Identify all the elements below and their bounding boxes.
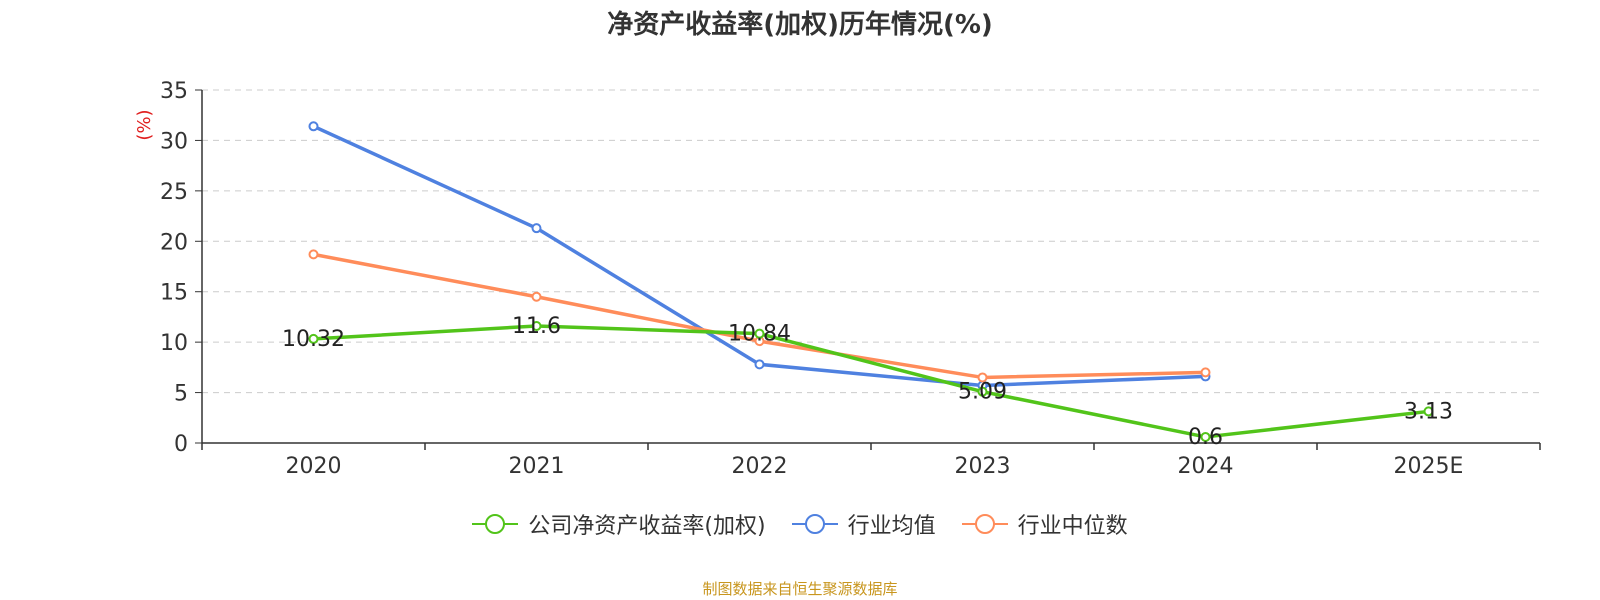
data-point xyxy=(1423,406,1434,417)
data-point xyxy=(531,223,542,234)
data-point xyxy=(308,121,319,132)
legend-label: 行业中位数 xyxy=(1017,514,1128,539)
legend-item-industry-mean[interactable]: 行业均值 xyxy=(791,508,936,540)
data-point xyxy=(1200,431,1211,442)
data-point xyxy=(754,359,765,370)
series-line-2 xyxy=(313,252,1206,380)
data-label: 5.09 xyxy=(958,380,1007,405)
x-tick-label: 2022 xyxy=(732,454,788,479)
y-tick-label: 30 xyxy=(160,129,188,154)
data-point xyxy=(531,291,542,302)
data-point xyxy=(308,333,319,344)
axes: 0 5 10 15 20 25 30 35 2020 2021 2022 2023 2024 2025E (… xyxy=(134,79,1541,479)
data-point xyxy=(977,372,988,383)
chart-title: 净资产收益率(加权)历年情况(%) xyxy=(607,10,993,40)
data-label: 3.13 xyxy=(1404,399,1453,424)
legend-marker-icon xyxy=(791,514,838,534)
legend-marker-icon xyxy=(961,514,1008,534)
source-note: 制图数据来自恒生聚源数据库 xyxy=(702,580,898,598)
y-tick-label: 35 xyxy=(160,79,188,104)
legend-marker-icon xyxy=(472,514,519,534)
x-tick-label: 2025E xyxy=(1394,454,1464,479)
data-point xyxy=(308,249,319,260)
y-axis-label: (%) xyxy=(134,109,155,140)
legend: 公司净资产收益率(加权) 行业均值 行业中位数 xyxy=(0,508,1600,540)
data-point xyxy=(1200,367,1211,378)
y-tick-label: 20 xyxy=(160,230,188,255)
grid-lines xyxy=(202,89,1540,394)
data-label: 0.6 xyxy=(1188,425,1223,450)
series-line-0 xyxy=(313,324,1429,439)
data-point xyxy=(531,321,542,332)
x-tick-label: 2020 xyxy=(286,454,342,479)
x-tick-label: 2021 xyxy=(509,454,565,479)
x-tick-label: 2024 xyxy=(1178,454,1234,479)
y-tick-label: 15 xyxy=(160,281,188,306)
data-label: 10.84 xyxy=(728,322,791,347)
legend-item-company[interactable]: 公司净资产收益率(加权) xyxy=(472,508,766,540)
data-label: 11.6 xyxy=(512,314,561,339)
y-tick-label: 0 xyxy=(174,432,188,457)
data-point xyxy=(754,328,765,339)
data-point xyxy=(977,386,988,397)
chart-plot: 0 5 10 15 20 25 30 35 2020 2021 2022 2023 2024 2025E (… xyxy=(134,79,1541,479)
x-tick-label: 2023 xyxy=(955,454,1011,479)
data-labels: 10.32 11.6 10.84 5.09 0.6 3.13 xyxy=(282,314,1453,450)
y-tick-label: 10 xyxy=(160,331,188,356)
y-tick-label: 5 xyxy=(174,382,188,407)
legend-label: 行业均值 xyxy=(847,514,936,539)
legend-item-industry-median[interactable]: 行业中位数 xyxy=(961,508,1128,540)
y-tick-label: 25 xyxy=(160,180,188,205)
data-label: 10.32 xyxy=(282,327,345,352)
series-lines xyxy=(308,121,1434,442)
legend-label: 公司净资产收益率(加权) xyxy=(528,514,766,539)
